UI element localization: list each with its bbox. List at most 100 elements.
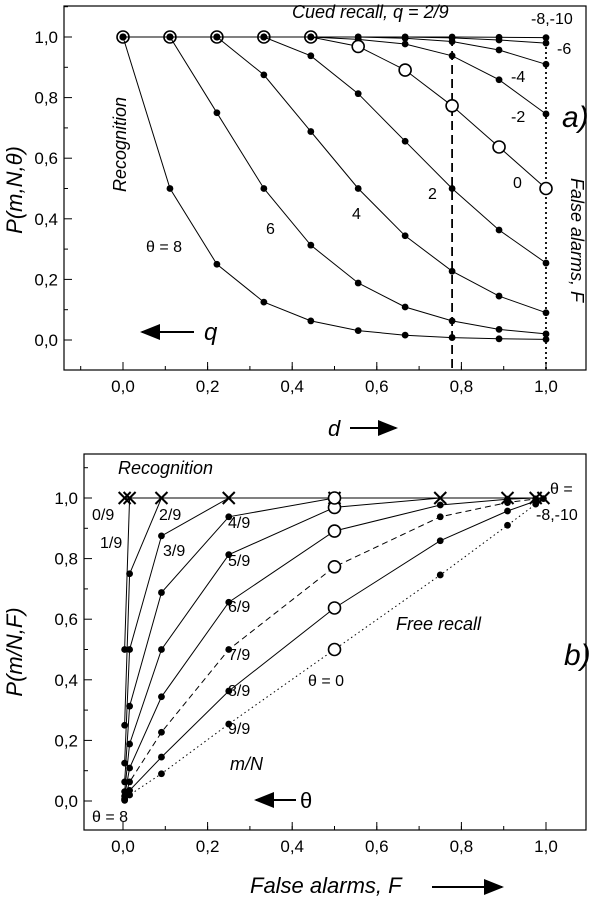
panel-a-point-4-6 [401, 40, 409, 48]
panel-b-ticks: 0,0 0,2 0,4 0,6 0,8 1,0 0,0 0,2 0,4 0,6 0,8 1,0 [54, 467, 558, 856]
panel-b-markers: 0/9 1/9 2/9 3/9 4/9 5/9 6/9 7/9 8/9 9/9 [92, 491, 551, 804]
panel-a-0-label: 0 [513, 175, 522, 192]
panel-b-point-3-0 [121, 759, 129, 767]
panel-a-m4-label: -4 [511, 69, 525, 86]
panel-b-theta0-circle-6 [327, 524, 342, 538]
panel-a-theta8-label: θ = 8 [146, 239, 182, 256]
panel-a-recognition-label: Recognition [110, 97, 130, 192]
panel-a-2-label: 2 [428, 186, 437, 203]
panel-b-cross-1 [122, 491, 137, 505]
panel-a-point-3-5 [354, 90, 362, 98]
panel-a-point-1-6 [401, 303, 409, 311]
panel-b-point-3-2 [158, 532, 165, 540]
panel-b-point-4-0 [121, 778, 129, 786]
panel-b-point-7-3 [225, 646, 233, 653]
panel-b-xtick-label-2: 0,4 [280, 837, 304, 856]
panel-b-point-8-5 [436, 537, 444, 545]
panel-a-point-1-9 [542, 330, 550, 338]
panel-b-theta-arrow-label: θ [300, 788, 312, 813]
panel-b-point-6-2 [158, 693, 165, 701]
panel-a-point-3-7 [448, 185, 456, 192]
panel-b-point-9-6 [504, 521, 511, 529]
panel-b-cross-2-stroke-b [154, 491, 169, 505]
panel-b-series-label-6: 6/9 [228, 599, 250, 616]
panel-b-ytick-label-4: 0,8 [54, 550, 78, 569]
panel-b-ylabel: P(m/N,F) [2, 607, 27, 696]
panel-a-xtick-label-0: 0,0 [111, 377, 135, 396]
panel-b-theta0-circle-9 [327, 642, 342, 657]
panel-a-open-point-6 [398, 63, 412, 77]
panel-a-point-4-9 [542, 110, 550, 118]
panel-b-point-8-6 [504, 507, 511, 515]
panel-a-point-0-4 [307, 317, 315, 325]
panel-a-ytick-label-2: 0,4 [34, 210, 58, 229]
panel-b-cross-0-stroke-b [117, 491, 132, 505]
panel-a-point-5-9 [542, 60, 550, 68]
panel-a-point-0-2 [213, 260, 221, 268]
panel-a-point-6-9 [542, 39, 550, 47]
panel-b-cross-1-stroke-b [122, 491, 137, 505]
panel-a-ytick-label-4: 0,8 [34, 89, 58, 108]
panel-b-cross-6 [500, 491, 515, 505]
panel-b-series-label-7: 7/9 [228, 647, 250, 664]
panel-b-point-9-7 [532, 500, 540, 508]
panel-b-letter: b) [564, 639, 591, 672]
panel-a-xtick-label-1: 0,2 [196, 377, 220, 396]
panel-a-open-point-dot-0 [119, 33, 127, 41]
panel-a-point-1-7 [448, 317, 456, 325]
panel-b-point-9-0 [121, 796, 129, 804]
panel-a-point-3-9 [542, 259, 550, 267]
panel-a-title: Cued recall, q = 2/9 [292, 2, 449, 22]
panel-b-point-5-1 [126, 740, 133, 748]
panel-a-m6-label: -6 [557, 41, 571, 58]
panel-a-point-4-7 [448, 52, 456, 60]
panel-b-point-4-3 [225, 513, 233, 521]
panel-a-point-7-7 [448, 33, 456, 41]
panel-b-point-6-1 [126, 764, 133, 772]
panel-b-cross-0 [117, 491, 132, 505]
panel-b-theta8-label: θ = 8 [92, 809, 128, 826]
panel-b-series-label-9: 9/9 [228, 721, 250, 738]
panel-a-m2-label: -2 [511, 109, 525, 126]
panel-b-point-9-5 [436, 571, 444, 579]
panel-a-point-1-4 [307, 241, 315, 249]
panel-b: 0,0 0,2 0,4 0,6 0,8 1,0 0,0 0,2 0,4 0,6 0,8 1,0 0/9… [2, 453, 591, 898]
panel-b-point-6-3 [225, 598, 233, 606]
panel-b-xtick-label-0: 0,0 [111, 837, 135, 856]
panel-a-4-label: 4 [352, 206, 361, 223]
panel-a-point-3-4 [307, 52, 315, 60]
panel-b-series-label-3: 3/9 [163, 543, 185, 560]
panel-b-series-label-0: 0/9 [92, 507, 114, 524]
panel-b-point-7-5 [436, 513, 444, 521]
panel-a-open-point-7 [445, 98, 459, 113]
panel-a-ytick-label-3: 0,6 [34, 149, 58, 168]
panel-b-point-4-1 [126, 702, 133, 710]
panel-a-xtick-label-5: 1,0 [534, 377, 558, 396]
panel-b-xtick-label-4: 0,8 [450, 837, 474, 856]
panel-a-point-1-5 [354, 279, 362, 287]
panel-a-ytick-label-0: 0,0 [34, 331, 58, 350]
panel-b-series-label-4: 4/9 [228, 515, 250, 532]
panel-a-false-alarms-label: False alarms, F [567, 178, 587, 303]
panel-a-q-label: q [204, 319, 218, 346]
panel-b-xtick-label-5: 1,0 [534, 837, 558, 856]
panel-b-series-line-4 [124, 497, 544, 782]
panel-a-point-2-9 [542, 309, 550, 317]
panel-a-point-2-3 [260, 71, 268, 79]
panel-b-theta-eq-label: θ = [550, 481, 573, 498]
panel-a-point-2-8 [495, 292, 503, 300]
panel-a-point-5-8 [495, 46, 503, 54]
panel-a-series-line-4 [123, 36, 547, 115]
panel-b-series-label-2: 2/9 [159, 507, 181, 524]
panel-b-ytick-label-5: 1,0 [54, 489, 78, 508]
panel-b-point-6-5 [436, 501, 444, 509]
panel-b-cross-6-stroke-b [500, 491, 515, 505]
panel-a-xtick-label-3: 0,6 [365, 377, 389, 396]
panel-a-point-2-6 [401, 232, 409, 240]
panel-a-series-line-zero [123, 36, 547, 189]
panel-a-point-2-7 [448, 267, 456, 275]
panel-a-series-line-0 [122, 36, 547, 340]
panel-a-6-label: 6 [266, 221, 275, 238]
panel-a-open-point-dot-3 [260, 33, 268, 41]
